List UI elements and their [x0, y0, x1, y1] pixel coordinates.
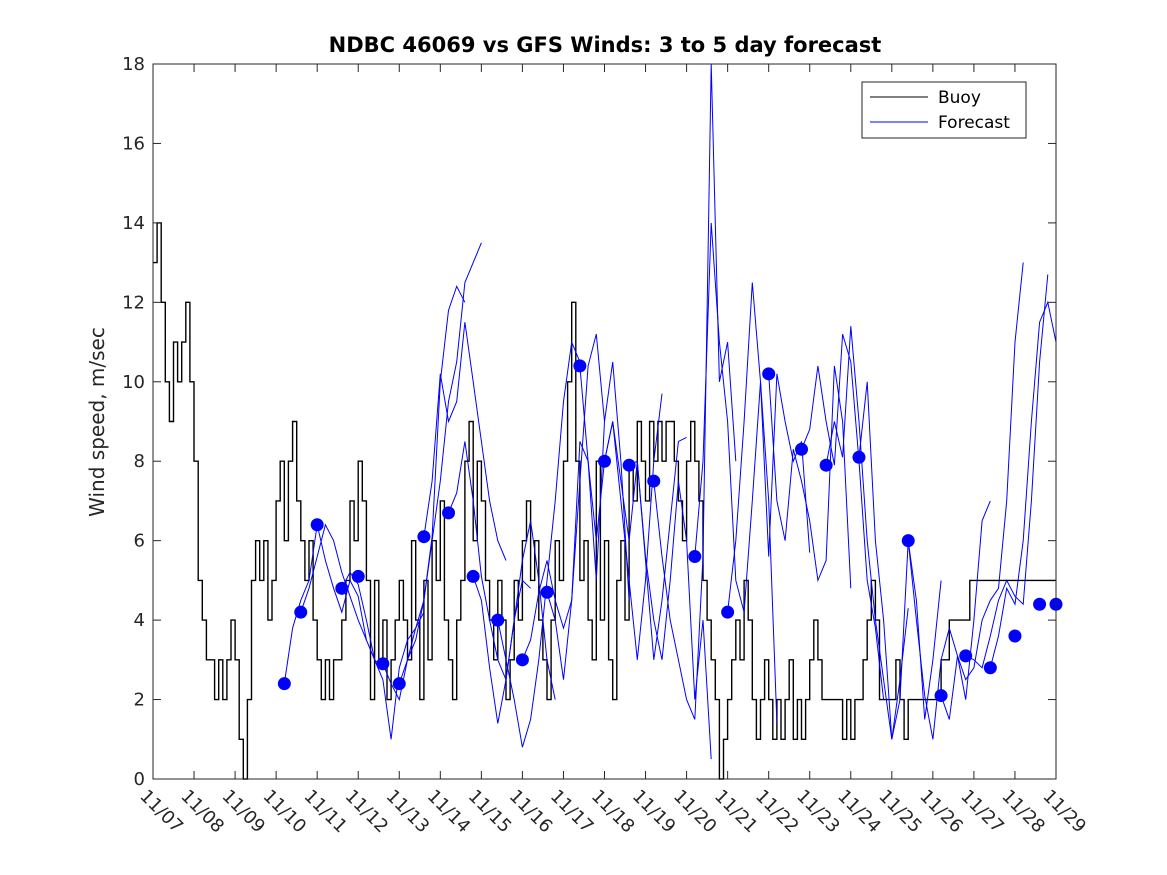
- forecast-point: [466, 569, 480, 583]
- y-tick-label: 16: [122, 133, 145, 154]
- y-axis-label: Wind speed, m/sec: [85, 327, 109, 517]
- forecast-run-line: [497, 340, 581, 748]
- forecast-point: [442, 506, 456, 520]
- forecast-point: [762, 367, 776, 381]
- forecast-run-line: [448, 441, 531, 682]
- forecast-run-line: [604, 421, 687, 660]
- forecast-point: [540, 585, 554, 599]
- forecast-run-line: [907, 500, 991, 740]
- y-tick-label: 6: [134, 531, 145, 552]
- forecast-point: [335, 581, 349, 595]
- forecast-point: [721, 605, 735, 619]
- y-tick-label: 0: [134, 769, 145, 790]
- forecast-point: [959, 649, 973, 663]
- y-tick-label: 2: [134, 690, 145, 711]
- forecast-point: [852, 450, 866, 464]
- forecast-point: [1033, 597, 1047, 611]
- forecast-run-line: [521, 333, 605, 660]
- forecast-point: [310, 518, 324, 532]
- forecast-point: [934, 689, 948, 703]
- forecast-run-line: [858, 381, 942, 740]
- forecast-point: [688, 550, 702, 564]
- legend-box: [861, 81, 1027, 139]
- forecast-run-line: [801, 333, 885, 700]
- forecast-point: [417, 530, 431, 544]
- forecast-point: [622, 458, 636, 472]
- forecast-run-line: [940, 262, 1024, 720]
- forecast-run-line: [423, 322, 507, 561]
- y-tick-label: 12: [122, 292, 145, 313]
- forecast-point: [491, 613, 505, 627]
- y-tick-label: 18: [122, 54, 145, 75]
- forecast-point: [795, 442, 809, 456]
- forecast-run-line: [768, 365, 852, 589]
- forecast-point: [277, 677, 291, 691]
- forecast-run-line: [472, 520, 556, 724]
- chart-title: NDBC 46069 vs GFS Winds: 3 to 5 day fore…: [329, 33, 882, 57]
- forecast-point: [351, 569, 365, 583]
- forecast-point: [573, 359, 587, 373]
- y-tick-label: 10: [122, 372, 145, 393]
- forecast-point: [392, 677, 406, 691]
- forecast-point: [1008, 629, 1022, 643]
- forecast-point: [376, 657, 390, 671]
- forecast-run-line: [398, 242, 482, 684]
- forecast-point: [983, 661, 997, 675]
- forecast-run-line: [989, 300, 1057, 668]
- y-tick-label: 4: [134, 610, 145, 631]
- legend: Buoy Forecast: [861, 81, 1027, 139]
- forecast-run-line: [965, 274, 1049, 669]
- forecast-point: [647, 474, 661, 488]
- forecast-run-line: [300, 523, 384, 669]
- legend-buoy-label: Buoy: [938, 88, 981, 108]
- buoy-series-line: [153, 222, 1056, 780]
- legend-forecast-label: Forecast: [938, 113, 1010, 133]
- forecast-run-line: [694, 222, 778, 724]
- y-tick-label: 8: [134, 451, 145, 472]
- forecast-point: [294, 605, 308, 619]
- y-tick-label: 14: [122, 213, 145, 234]
- forecast-run-line: [579, 365, 663, 660]
- forecast-point: [515, 653, 529, 667]
- forecast-point: [819, 458, 833, 472]
- data-layer: [153, 63, 1063, 780]
- forecast-point: [901, 534, 915, 548]
- forecast-point: [598, 454, 611, 468]
- forecast-run-line: [825, 326, 909, 740]
- forecast-run-line: [727, 282, 811, 613]
